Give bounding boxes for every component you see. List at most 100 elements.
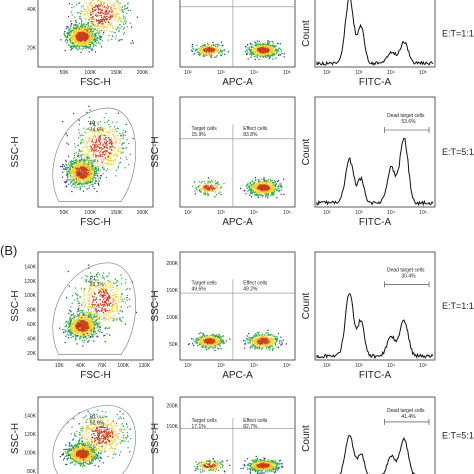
event-dot [256, 193, 258, 196]
event-dot [74, 32, 76, 34]
event-dot [270, 187, 272, 189]
event-dot [99, 329, 101, 331]
event-dot [93, 28, 95, 31]
event-dot [105, 18, 107, 20]
event-dot [88, 165, 90, 167]
event-dot [266, 190, 268, 192]
event-dot [136, 16, 138, 18]
event-dot [93, 158, 95, 160]
event-dot [69, 169, 71, 171]
event-dot [74, 168, 76, 170]
event-dot [279, 43, 281, 45]
event-dot [75, 160, 77, 162]
event-dot [191, 185, 194, 187]
event-dot [92, 185, 94, 187]
event-dot [122, 9, 124, 11]
event-dot [65, 159, 67, 161]
event-dot [73, 31, 75, 33]
event-dot [71, 160, 73, 162]
event-dot [90, 167, 92, 169]
event-dot [73, 163, 75, 166]
event-dot [205, 49, 207, 51]
event-dot [126, 7, 128, 10]
event-dot [62, 176, 64, 178]
event-dot [79, 334, 81, 336]
event-dot [98, 42, 100, 44]
event-dot [95, 177, 97, 179]
event-dot [102, 23, 104, 25]
event-dot [79, 188, 81, 190]
event-dot [106, 147, 109, 150]
event-dot [255, 43, 257, 45]
event-dot [69, 30, 72, 32]
event-dot [74, 146, 76, 148]
event-dot [95, 139, 97, 141]
event-dot [82, 139, 84, 141]
event-dot [106, 9, 108, 11]
event-dot [132, 42, 134, 44]
event-dot [117, 1, 119, 3]
x-tick-label: 100K [84, 70, 96, 76]
event-dot [120, 18, 122, 20]
event-dot [81, 39, 83, 41]
event-dot [108, 138, 110, 140]
event-dot [93, 33, 96, 35]
event-dot [88, 146, 90, 148]
event-dot [67, 44, 69, 46]
event-dot [103, 20, 106, 22]
event-dot [76, 41, 78, 43]
event-dot [271, 180, 273, 182]
event-dot [94, 173, 96, 176]
event-dot [70, 161, 72, 163]
event-dot [269, 184, 271, 186]
event-dot [251, 43, 253, 45]
event-dot [89, 160, 91, 162]
event-dot [77, 144, 79, 146]
event-dot [207, 50, 209, 53]
event-dot [84, 178, 86, 180]
event-dot [261, 186, 263, 188]
event-dot [267, 185, 269, 187]
event-dot [272, 193, 274, 195]
event-dot [197, 186, 199, 188]
event-dot [71, 317, 73, 319]
event-dot [207, 189, 209, 191]
event-dot [71, 326, 73, 328]
event-dot [254, 55, 256, 57]
event-dot [89, 180, 91, 182]
event-dot [250, 56, 252, 58]
event-dot [203, 45, 205, 47]
event-dot [118, 17, 121, 19]
event-dot [82, 36, 84, 39]
event-dot [92, 16, 94, 18]
event-dot [105, 16, 107, 18]
event-dot [108, 124, 110, 126]
event-dot [77, 45, 79, 47]
event-dot [254, 176, 256, 179]
event-dot [82, 146, 84, 148]
effect-cells-label: Effect cells [243, 126, 268, 132]
event-dot [82, 164, 84, 166]
x-tick-label: 10² [323, 70, 331, 76]
event-dot [87, 149, 89, 151]
event-dot [270, 180, 272, 182]
event-dot [276, 50, 278, 52]
event-dot [115, 141, 117, 144]
event-dot [208, 182, 210, 184]
event-dot [101, 147, 103, 150]
event-dot [257, 45, 259, 47]
event-dot [93, 151, 95, 153]
event-dot [101, 155, 104, 157]
event-dot [220, 54, 222, 57]
event-dot [97, 20, 99, 22]
event-dot [70, 20, 72, 22]
event-dot [73, 170, 75, 172]
event-dot [270, 45, 272, 47]
event-dot [92, 144, 94, 146]
event-dot [109, 16, 111, 18]
event-dot [87, 7, 89, 9]
event-dot [199, 54, 201, 56]
event-dot [64, 341, 66, 344]
event-dot [114, 147, 116, 150]
event-dot [76, 181, 78, 183]
